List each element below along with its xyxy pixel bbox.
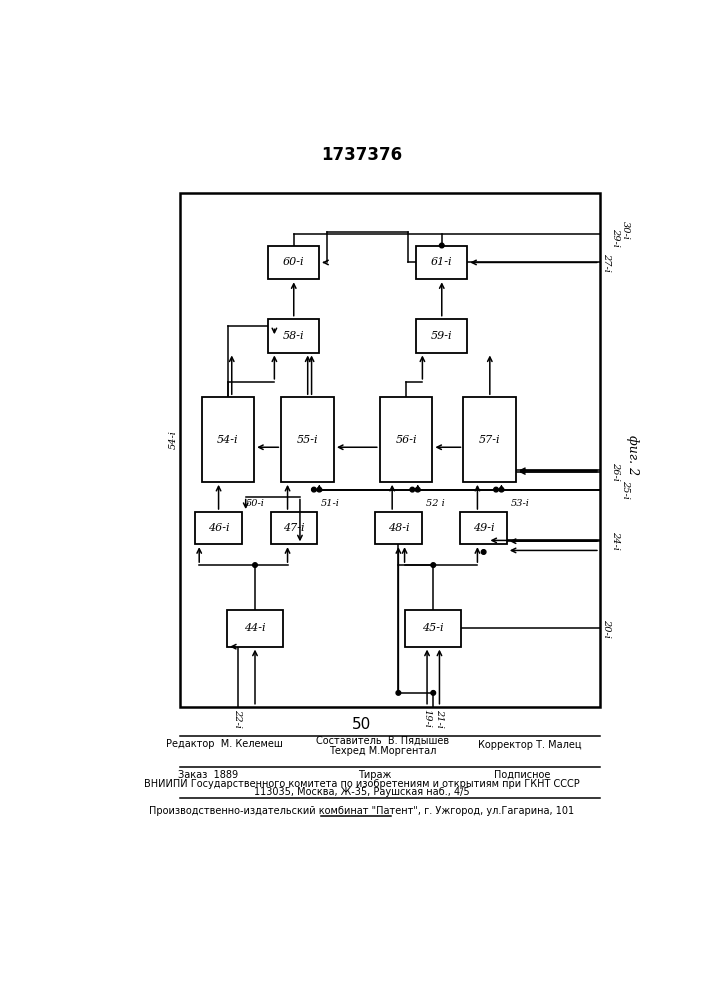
Bar bbox=[227, 610, 283, 647]
Bar bbox=[268, 319, 320, 353]
Text: 46-i: 46-i bbox=[208, 523, 229, 533]
Circle shape bbox=[431, 563, 436, 567]
Text: Корректор Т. Малец: Корректор Т. Малец bbox=[479, 740, 582, 750]
Text: 61-i: 61-i bbox=[431, 257, 452, 267]
Text: 47-i: 47-i bbox=[283, 523, 305, 533]
Text: фиг. 2: фиг. 2 bbox=[626, 435, 639, 475]
Text: 50: 50 bbox=[352, 717, 372, 732]
Text: 20-i: 20-i bbox=[602, 619, 611, 638]
Text: 60-i: 60-i bbox=[283, 257, 305, 267]
Bar bbox=[416, 246, 467, 279]
Text: 53-i: 53-i bbox=[510, 499, 530, 508]
Text: 26-i: 26-i bbox=[612, 462, 621, 481]
Text: 52 i: 52 i bbox=[426, 499, 444, 508]
Bar bbox=[281, 397, 334, 482]
Text: Редактор  М. Келемеш: Редактор М. Келемеш bbox=[165, 739, 282, 749]
Text: Тираж: Тираж bbox=[358, 770, 392, 780]
Text: 50-i: 50-i bbox=[246, 499, 264, 508]
Text: Подписное: Подписное bbox=[494, 770, 551, 780]
Text: 19-i: 19-i bbox=[423, 709, 431, 728]
Text: Техред М.Моргентал: Техред М.Моргентал bbox=[329, 746, 436, 756]
Circle shape bbox=[252, 563, 257, 567]
Text: 48-i: 48-i bbox=[387, 523, 409, 533]
Text: 51-i: 51-i bbox=[321, 499, 340, 508]
Text: 25-i: 25-i bbox=[621, 480, 630, 499]
Circle shape bbox=[312, 487, 316, 492]
Text: 113035, Москва, Ж-35, Раушская наб., 4/5: 113035, Москва, Ж-35, Раушская наб., 4/5 bbox=[254, 787, 469, 797]
Text: 29-i: 29-i bbox=[612, 228, 621, 247]
Circle shape bbox=[416, 487, 420, 492]
Circle shape bbox=[396, 691, 401, 695]
Bar bbox=[380, 397, 433, 482]
Text: 56-i: 56-i bbox=[395, 435, 417, 445]
Circle shape bbox=[499, 487, 504, 492]
Bar bbox=[375, 512, 421, 544]
Circle shape bbox=[493, 487, 498, 492]
Text: Производственно-издательский комбинат "Патент", г. Ужгород, ул.Гагарина, 101: Производственно-издательский комбинат "П… bbox=[149, 806, 575, 816]
Bar bbox=[271, 512, 317, 544]
Bar bbox=[416, 319, 467, 353]
Bar bbox=[195, 512, 242, 544]
Text: 45-i: 45-i bbox=[423, 623, 444, 633]
Text: 49-i: 49-i bbox=[473, 523, 494, 533]
Text: 1737376: 1737376 bbox=[322, 146, 402, 164]
Text: Составитель  В. Пядышев: Составитель В. Пядышев bbox=[316, 736, 450, 746]
Text: Заказ  1889: Заказ 1889 bbox=[178, 770, 238, 780]
Circle shape bbox=[410, 487, 414, 492]
Text: 54-i: 54-i bbox=[217, 435, 239, 445]
Bar bbox=[180, 193, 600, 707]
Text: 30-i: 30-i bbox=[621, 221, 630, 240]
Circle shape bbox=[440, 243, 444, 248]
Text: 44-i: 44-i bbox=[244, 623, 266, 633]
Text: 57-i: 57-i bbox=[479, 435, 501, 445]
Text: ВНИИПИ Государственного комитета по изобретениям и открытиям при ГКНТ СССР: ВНИИПИ Государственного комитета по изоб… bbox=[144, 779, 580, 789]
Text: 55-i: 55-i bbox=[297, 435, 318, 445]
Circle shape bbox=[431, 691, 436, 695]
Text: 21-i: 21-i bbox=[435, 709, 444, 728]
Text: 58-i: 58-i bbox=[283, 331, 305, 341]
Bar bbox=[405, 610, 461, 647]
Bar bbox=[464, 397, 516, 482]
Circle shape bbox=[317, 487, 322, 492]
Bar bbox=[460, 512, 507, 544]
Text: 54-i: 54-i bbox=[168, 430, 177, 449]
Text: 27-i: 27-i bbox=[602, 253, 611, 272]
Text: 24-i: 24-i bbox=[612, 531, 621, 550]
Text: 22-i: 22-i bbox=[233, 709, 243, 728]
Circle shape bbox=[481, 550, 486, 554]
Bar bbox=[268, 246, 320, 279]
Bar bbox=[201, 397, 255, 482]
Text: 59-i: 59-i bbox=[431, 331, 452, 341]
